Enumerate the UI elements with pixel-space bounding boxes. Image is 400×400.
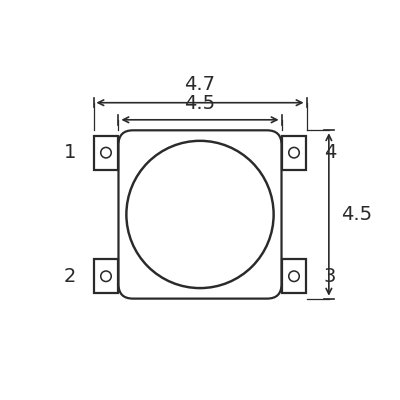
Bar <box>94 259 118 293</box>
Circle shape <box>126 141 274 288</box>
Circle shape <box>101 271 111 282</box>
Text: 4.5: 4.5 <box>184 94 216 113</box>
Bar <box>94 136 118 170</box>
Text: 1: 1 <box>64 143 76 162</box>
FancyBboxPatch shape <box>118 130 282 299</box>
Text: 3: 3 <box>324 267 336 286</box>
Bar <box>282 136 306 170</box>
Text: 4.7: 4.7 <box>184 75 216 94</box>
Circle shape <box>289 148 299 158</box>
Circle shape <box>289 271 299 282</box>
Text: 2: 2 <box>64 267 76 286</box>
Circle shape <box>101 148 111 158</box>
Text: 4.5: 4.5 <box>341 205 372 224</box>
Bar <box>282 259 306 293</box>
Text: 4: 4 <box>324 143 336 162</box>
